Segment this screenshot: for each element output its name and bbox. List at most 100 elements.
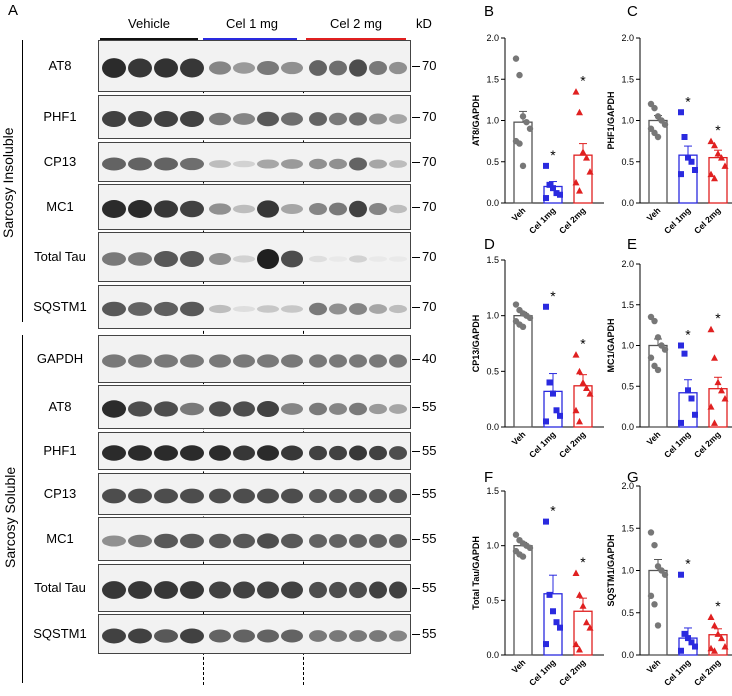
data-point (516, 71, 523, 79)
data-point (711, 354, 718, 361)
data-point (692, 643, 698, 650)
data-point (678, 342, 684, 349)
blot-band (309, 402, 327, 416)
significance-star: * (550, 503, 556, 519)
x-tick-label: Cel 2mg (692, 657, 722, 687)
blot-band (329, 445, 347, 461)
blot-cp13-2 (98, 142, 411, 182)
data-point (576, 108, 583, 116)
data-point (707, 644, 715, 652)
data-point (678, 171, 684, 178)
bar (543, 185, 563, 204)
blot-band (389, 354, 407, 368)
bar (678, 637, 698, 656)
blot-band (209, 112, 231, 126)
blot-band (281, 488, 303, 504)
blot-band (209, 533, 231, 549)
data-point (714, 630, 722, 637)
data-point (647, 125, 655, 132)
blot-band (233, 305, 255, 313)
data-point (711, 174, 718, 182)
blot-band (309, 488, 327, 504)
bar (543, 593, 563, 656)
data-point (707, 170, 715, 178)
blot-phf1-8 (98, 432, 411, 470)
y-tick-label: 0.0 (621, 650, 634, 660)
blot-band (180, 301, 204, 317)
blot-band (329, 488, 347, 504)
blot-band (209, 629, 231, 643)
y-tick-label: 1.5 (486, 74, 499, 84)
blot-protein-label: GAPDH (36, 351, 84, 366)
blot-band (128, 534, 152, 548)
blot-band (257, 533, 279, 549)
data-point (553, 190, 560, 197)
data-point (553, 407, 560, 414)
blot-band (349, 354, 367, 368)
y-tick-label: 0.0 (486, 650, 499, 660)
x-tick-label: Cel 1mg (662, 657, 692, 687)
data-point (651, 362, 658, 370)
blot-band (154, 488, 178, 504)
data-point (711, 141, 718, 149)
blot-band (102, 400, 126, 418)
data-point (579, 378, 587, 386)
data-point (718, 154, 725, 161)
blot-band (281, 403, 303, 415)
blot-band (281, 250, 303, 268)
data-point (721, 643, 729, 650)
blot-band (102, 58, 126, 78)
blot-band (154, 401, 178, 417)
blot-band (369, 202, 387, 216)
bar (708, 634, 728, 656)
blot-band (233, 488, 255, 504)
blot-band (128, 401, 152, 417)
blot-protein-label: MC1 (46, 199, 74, 214)
y-tick-label: 0.0 (621, 198, 634, 208)
blot-band (281, 112, 303, 126)
blot-protein-label: MC1 (46, 531, 74, 546)
blot-band (209, 160, 231, 168)
y-tick-label: 1.0 (621, 116, 634, 126)
y-axis-label: SQSTM1/GAPDH (606, 534, 616, 606)
blot-band (329, 112, 347, 126)
data-point (550, 608, 556, 615)
blot-band (209, 304, 231, 314)
blot-band (309, 354, 327, 368)
data-point (572, 178, 580, 186)
x-tick-label: Cel 2mg (557, 205, 587, 235)
data-point (526, 125, 534, 132)
data-point (654, 113, 662, 120)
blot-band (389, 304, 407, 314)
y-tick-label: 1.0 (486, 541, 499, 551)
blot-band (349, 255, 367, 263)
blot-band (389, 630, 407, 642)
x-tick-label: Cel 2mg (557, 429, 587, 459)
data-point (654, 563, 662, 570)
blot-mw-marker: 55 (412, 626, 436, 641)
blot-band (128, 628, 152, 644)
blot-mw-marker: 55 (412, 531, 436, 546)
section-label-soluble: Sarcosy Soluble (2, 466, 18, 568)
blot-protein-label: Total Tau (34, 580, 86, 595)
blot-band (369, 159, 387, 169)
significance-star: * (580, 73, 586, 89)
data-point (550, 390, 556, 397)
y-axis-label: PHF1/GAPDH (606, 91, 616, 149)
blot-band (180, 58, 204, 78)
data-point (681, 350, 688, 357)
panel-a-letter: A (8, 2, 19, 19)
blot-band (102, 354, 126, 368)
blot-band (389, 446, 407, 460)
data-point (516, 306, 523, 314)
data-point (557, 191, 563, 198)
data-point (661, 571, 669, 578)
blot-band (369, 488, 387, 504)
y-tick-label: 2.0 (621, 259, 634, 269)
data-point (661, 121, 669, 128)
blot-band (209, 253, 231, 265)
y-tick-label: 1.0 (621, 566, 634, 576)
blot-band (102, 157, 126, 171)
blot-band (180, 402, 204, 416)
blot-band (349, 303, 367, 315)
